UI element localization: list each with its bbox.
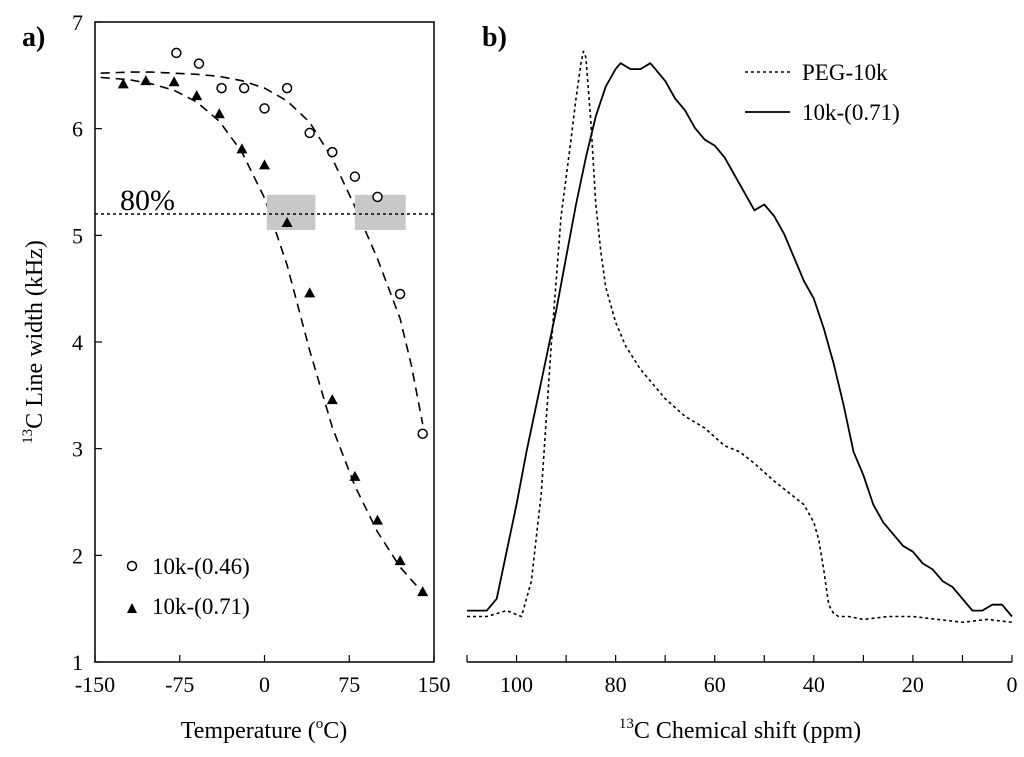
x-tick-label: 20 [902,672,924,697]
data-point-series-2 [372,514,383,525]
fit-curve-series-2 [100,76,424,594]
data-point-series-1 [171,47,182,59]
legend-label-blend: 10k-(0.71) [802,100,900,125]
panel-b-x-axis-title: 13C Chemical shift (ppm) [619,716,861,744]
data-point-series-1 [281,82,293,94]
highlight-box [266,194,316,230]
y-tick-label: 6 [72,117,83,142]
spectrum-series-1 [467,50,1013,624]
x-tick-label: 0 [1007,672,1018,697]
panel-a-data-points [117,47,429,597]
panel-b-label: b) [482,22,507,53]
panel-a: a) -150 -75 0 75 150 1 2 3 4 5 6 7 80% 10k-(0.46) 1… [20,10,451,744]
x-tick-label: -150 [75,672,115,697]
data-point-series-2 [304,287,316,298]
data-point-series-1 [327,146,338,158]
x-tick-label: 150 [418,672,451,697]
data-point-series-1 [417,428,428,439]
legend-label-series-2: 10k-(0.71) [152,594,250,619]
data-point-series-1 [394,288,406,300]
x-tick-label: 0 [259,672,270,697]
data-point-series-2 [417,586,429,597]
panel-b-ticks: 100 80 60 40 20 0 [466,655,1018,697]
y-tick-label: 1 [72,650,83,675]
x-tick-label: -75 [165,672,194,697]
panel-a-x-axis-title: Temperature (oC) [181,716,347,744]
data-point-series-2 [236,143,248,154]
data-point-series-2 [259,159,270,170]
data-point-series-1 [193,58,205,69]
panel-b: b) 100 80 60 40 20 0 PEG-10k 10k-(0.71) 13C C… [466,22,1018,744]
data-point-series-2 [140,75,152,86]
data-point-series-2 [168,76,180,87]
y-tick-label: 7 [72,10,83,35]
y-tick-label: 2 [72,543,83,568]
data-point-series-1 [372,191,383,203]
y-tick-label: 4 [72,330,83,355]
panel-a-frame [94,21,435,663]
data-point-series-1 [238,82,250,94]
legend-label-series-1: 10k-(0.46) [152,554,250,579]
data-point-series-2 [281,217,293,228]
data-point-series-2 [326,394,338,405]
data-point-series-1 [216,82,227,94]
x-tick-label: 75 [338,672,360,697]
panel-b-legend: PEG-10k 10k-(0.71) [745,60,900,125]
data-point-series-1 [304,127,315,139]
spectrum-series-2 [467,62,1013,618]
data-point-series-1 [349,171,361,182]
x-tick-label: 60 [704,672,726,697]
fit-curve-series-1 [100,71,424,425]
legend-label-peg: PEG-10k [802,60,888,85]
data-point-series-2 [191,90,203,101]
data-point-series-2 [117,78,129,89]
data-point-series-2 [394,555,406,566]
legend-marker-triangle [127,603,137,613]
x-tick-label: 40 [803,672,825,697]
panel-a-ticks: -150 -75 0 75 150 1 2 3 4 5 6 7 [72,10,451,697]
panel-b-spectra [467,50,1013,624]
panel-a-legend: 10k-(0.46) 10k-(0.71) [126,554,250,619]
data-point-series-2 [213,108,225,119]
panel-a-y-axis-title: 13C Line width (kHz) [20,240,48,444]
data-point-series-2 [349,470,361,481]
panel-a-fit-curves [100,71,424,594]
reference-line-label: 80% [120,184,175,217]
x-tick-label: 80 [605,672,627,697]
legend-marker-circle [126,560,138,572]
x-tick-label: 100 [500,672,533,697]
panel-a-label: a) [22,22,45,53]
y-tick-label: 3 [72,437,83,462]
data-point-series-1 [259,103,270,114]
y-tick-label: 5 [72,223,83,248]
